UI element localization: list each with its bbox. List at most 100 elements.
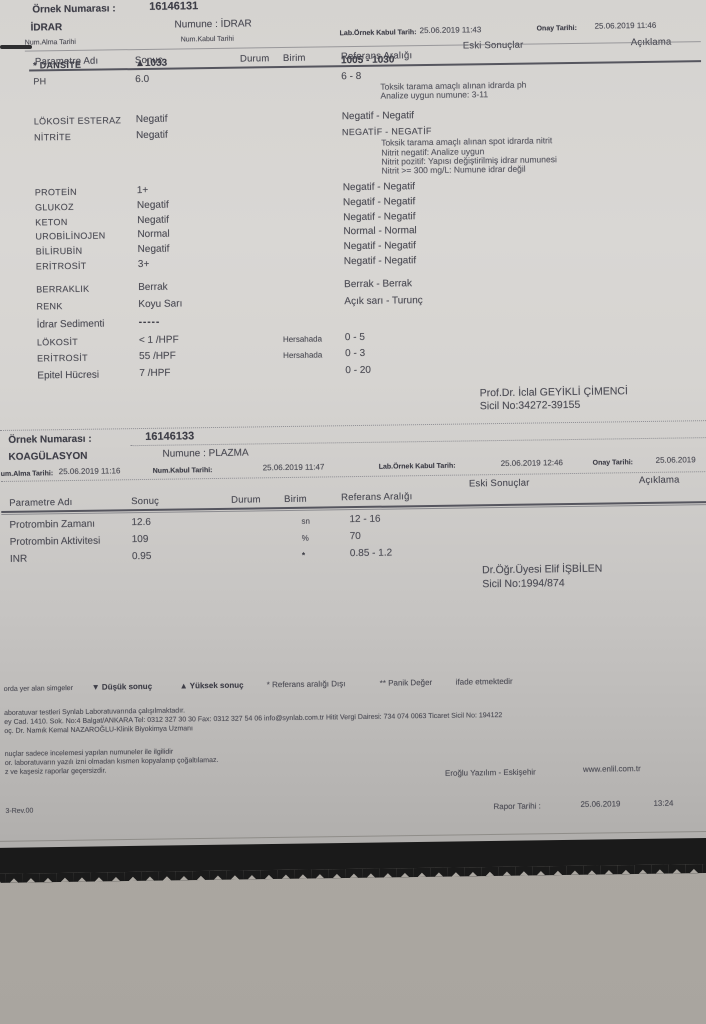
s1-lab-kabul-label: Lab.Örnek Kabul Tarih:: [339, 29, 417, 38]
row-result: Berrak: [138, 281, 168, 294]
row-result: Negatif: [137, 243, 170, 256]
row-referans: 12 - 16: [349, 513, 381, 526]
row-referans: Negatif - Negatif: [341, 110, 415, 123]
row-birim: %: [301, 533, 309, 543]
s2-doctor-name: Dr.Öğr.Üyesi Elif İŞBİLEN: [482, 562, 603, 577]
s2-alma-label: um.Alma Tarihi:: [0, 470, 54, 478]
row-param-name: BERRAKLIK: [36, 283, 90, 295]
footer-vendor: Eroğlu Yazılım - Eskişehir: [444, 767, 536, 778]
s2-h-durum: Durum: [231, 494, 261, 506]
row-result: 12.6: [131, 516, 151, 529]
row-referans: Berrak - Berrak: [344, 278, 413, 291]
row-result: 3+: [137, 258, 150, 271]
report-content: Örnek Numarası : 16146131 İDRAR Numune :…: [0, 0, 706, 815]
row-param-name: Protrombin Aktivitesi: [9, 535, 101, 548]
legend-low: ▼ Düşük sonuç: [91, 681, 153, 692]
s2-kabul-label: Num.Kabul Tarihi:: [152, 467, 213, 475]
row-referans: 0 - 5: [344, 331, 365, 344]
s1-group: İDRAR: [30, 22, 63, 34]
row-result: 7 /HPF: [139, 367, 171, 380]
footer-rev: 3-Rev.00: [5, 807, 34, 815]
row-result: Koyu Sarı: [138, 298, 183, 311]
s2-h-referans: Referans Aralığı: [341, 491, 413, 504]
row-param-name: ERİTROSİT: [35, 260, 87, 272]
section-divider: [0, 420, 706, 431]
footer-rapor-label: Rapor Tarihi :: [493, 801, 541, 812]
legend-intro: orda yer alan simgeler: [3, 685, 74, 693]
s1-sample-no: 16146131: [149, 0, 199, 13]
row-referans: Negatif - Negatif: [343, 240, 416, 253]
row-referans: Negatif - Negatif: [342, 181, 416, 194]
row-result: Normal: [137, 228, 170, 241]
s1-alma-label: Num.Alma Tarihi: [24, 38, 77, 47]
row-param-name: LÖKOSİT: [36, 336, 79, 348]
s1-eski-sonuclar: Eski Sonuçlar: [462, 39, 524, 52]
row-referans: 6 - 8: [341, 70, 362, 83]
s1-doctor-name: Prof.Dr. İclal GEYİKLİ ÇİMENCİ: [479, 385, 628, 400]
footer-note3: z ve kaşesiz raporlar geçersizdir.: [4, 767, 107, 776]
row-birim: Hersahada: [282, 334, 323, 345]
row-result: Negatif: [135, 129, 168, 142]
row-param-name: Protrombin Zamanı: [9, 518, 96, 531]
s1-kabul-label: Num.Kabul Tarihi: [180, 35, 234, 44]
row-result: 1+: [136, 184, 149, 197]
s1-onay-value: 25.06.2019 11:46: [594, 20, 657, 31]
footer-website: www.enlil.com.tr: [582, 764, 641, 774]
row-param-name: INR: [9, 553, 28, 565]
row-result: 55 /HPF: [139, 350, 176, 363]
row-param-name: PH: [33, 76, 47, 87]
row-param-name: PROTEİN: [34, 186, 78, 198]
row-result: -----: [138, 316, 161, 329]
row-param-name: * DANSİTE: [32, 59, 82, 71]
s2-doctor-sicil: Sicil No:1994/874: [482, 577, 565, 591]
s2-h-birim: Birim: [284, 493, 307, 506]
row-param-name: KETON: [35, 217, 68, 228]
s2-dotted-rule: [130, 437, 706, 447]
s2-eski-sonuclar: Eski Sonuçlar: [468, 477, 530, 490]
s2-alma-value: 25.06.2019 11:16: [58, 466, 121, 477]
s2-group: KOAGÜLASYON: [8, 450, 88, 463]
s2-numune: Numune : PLAZMA: [162, 447, 249, 460]
row-referans: Negatif - Negatif: [343, 255, 417, 268]
s1-numune: Numune : İDRAR: [174, 18, 252, 31]
row-referans: 0 - 3: [345, 347, 366, 360]
row-param-name: NİTRİTE: [33, 131, 72, 143]
row-note: Analize uygun numune: 3-11: [380, 89, 489, 101]
row-result: 109: [131, 533, 149, 546]
row-referans: 0.85 - 1.2: [349, 547, 393, 560]
row-param-name: Epitel Hücresi: [37, 369, 100, 382]
row-birim: Hersahada: [283, 350, 323, 361]
s2-h-parametre: Parametre Adı: [9, 496, 73, 509]
legend-high: ▲ Yüksek sonuç: [179, 680, 244, 691]
row-result: 0.95: [131, 550, 152, 563]
row-param-name: İdrar Sedimenti: [36, 318, 105, 331]
row-note: Nitrit >= 300 mg/L: Numune idrar değil: [381, 163, 526, 176]
row-param-name: BİLİRUBİN: [35, 245, 83, 257]
s2-onay-label: Onay Tarihi:: [592, 459, 634, 467]
row-param-name: GLUKOZ: [34, 201, 74, 213]
s1-lab-kabul-value: 25.06.2019 11:43: [419, 25, 482, 36]
legend-tail: ifade etmektedir: [455, 676, 513, 687]
row-referans: Negatif - Negatif: [342, 196, 416, 209]
row-param-name: RENK: [36, 301, 63, 312]
s2-sample-no: 16146133: [145, 430, 195, 443]
s1-h-birim: Birim: [282, 52, 306, 65]
row-birim: *: [301, 550, 306, 560]
row-referans: 70: [349, 530, 361, 543]
row-result: 6.0: [135, 73, 150, 86]
s2-aciklama: Açıklama: [638, 474, 680, 487]
s2-lab-kabul-value: 25.06.2019 12:46: [500, 458, 563, 469]
row-referans: 0 - 20: [345, 364, 371, 377]
s2-lab-kabul-label: Lab.Örnek Kabul Tarih:: [378, 462, 456, 471]
s2-kabul-value: 25.06.2019 11:47: [262, 462, 325, 473]
row-param-name: ERİTROSİT: [37, 352, 88, 364]
s1-doctor-sicil: Sicil No:34272-39155: [479, 398, 581, 413]
footer-rapor-time: 13:24: [653, 798, 674, 808]
report-paper: Örnek Numarası : 16146131 İDRAR Numune :…: [0, 0, 706, 848]
s1-sample-no-label: Örnek Numarası :: [32, 3, 116, 16]
row-referans: Açık sarı - Turunç: [344, 295, 423, 308]
edge-mark: [0, 45, 32, 49]
s2-onay-value: 25.06.2019: [655, 455, 696, 465]
row-result: Negatif: [137, 214, 169, 227]
